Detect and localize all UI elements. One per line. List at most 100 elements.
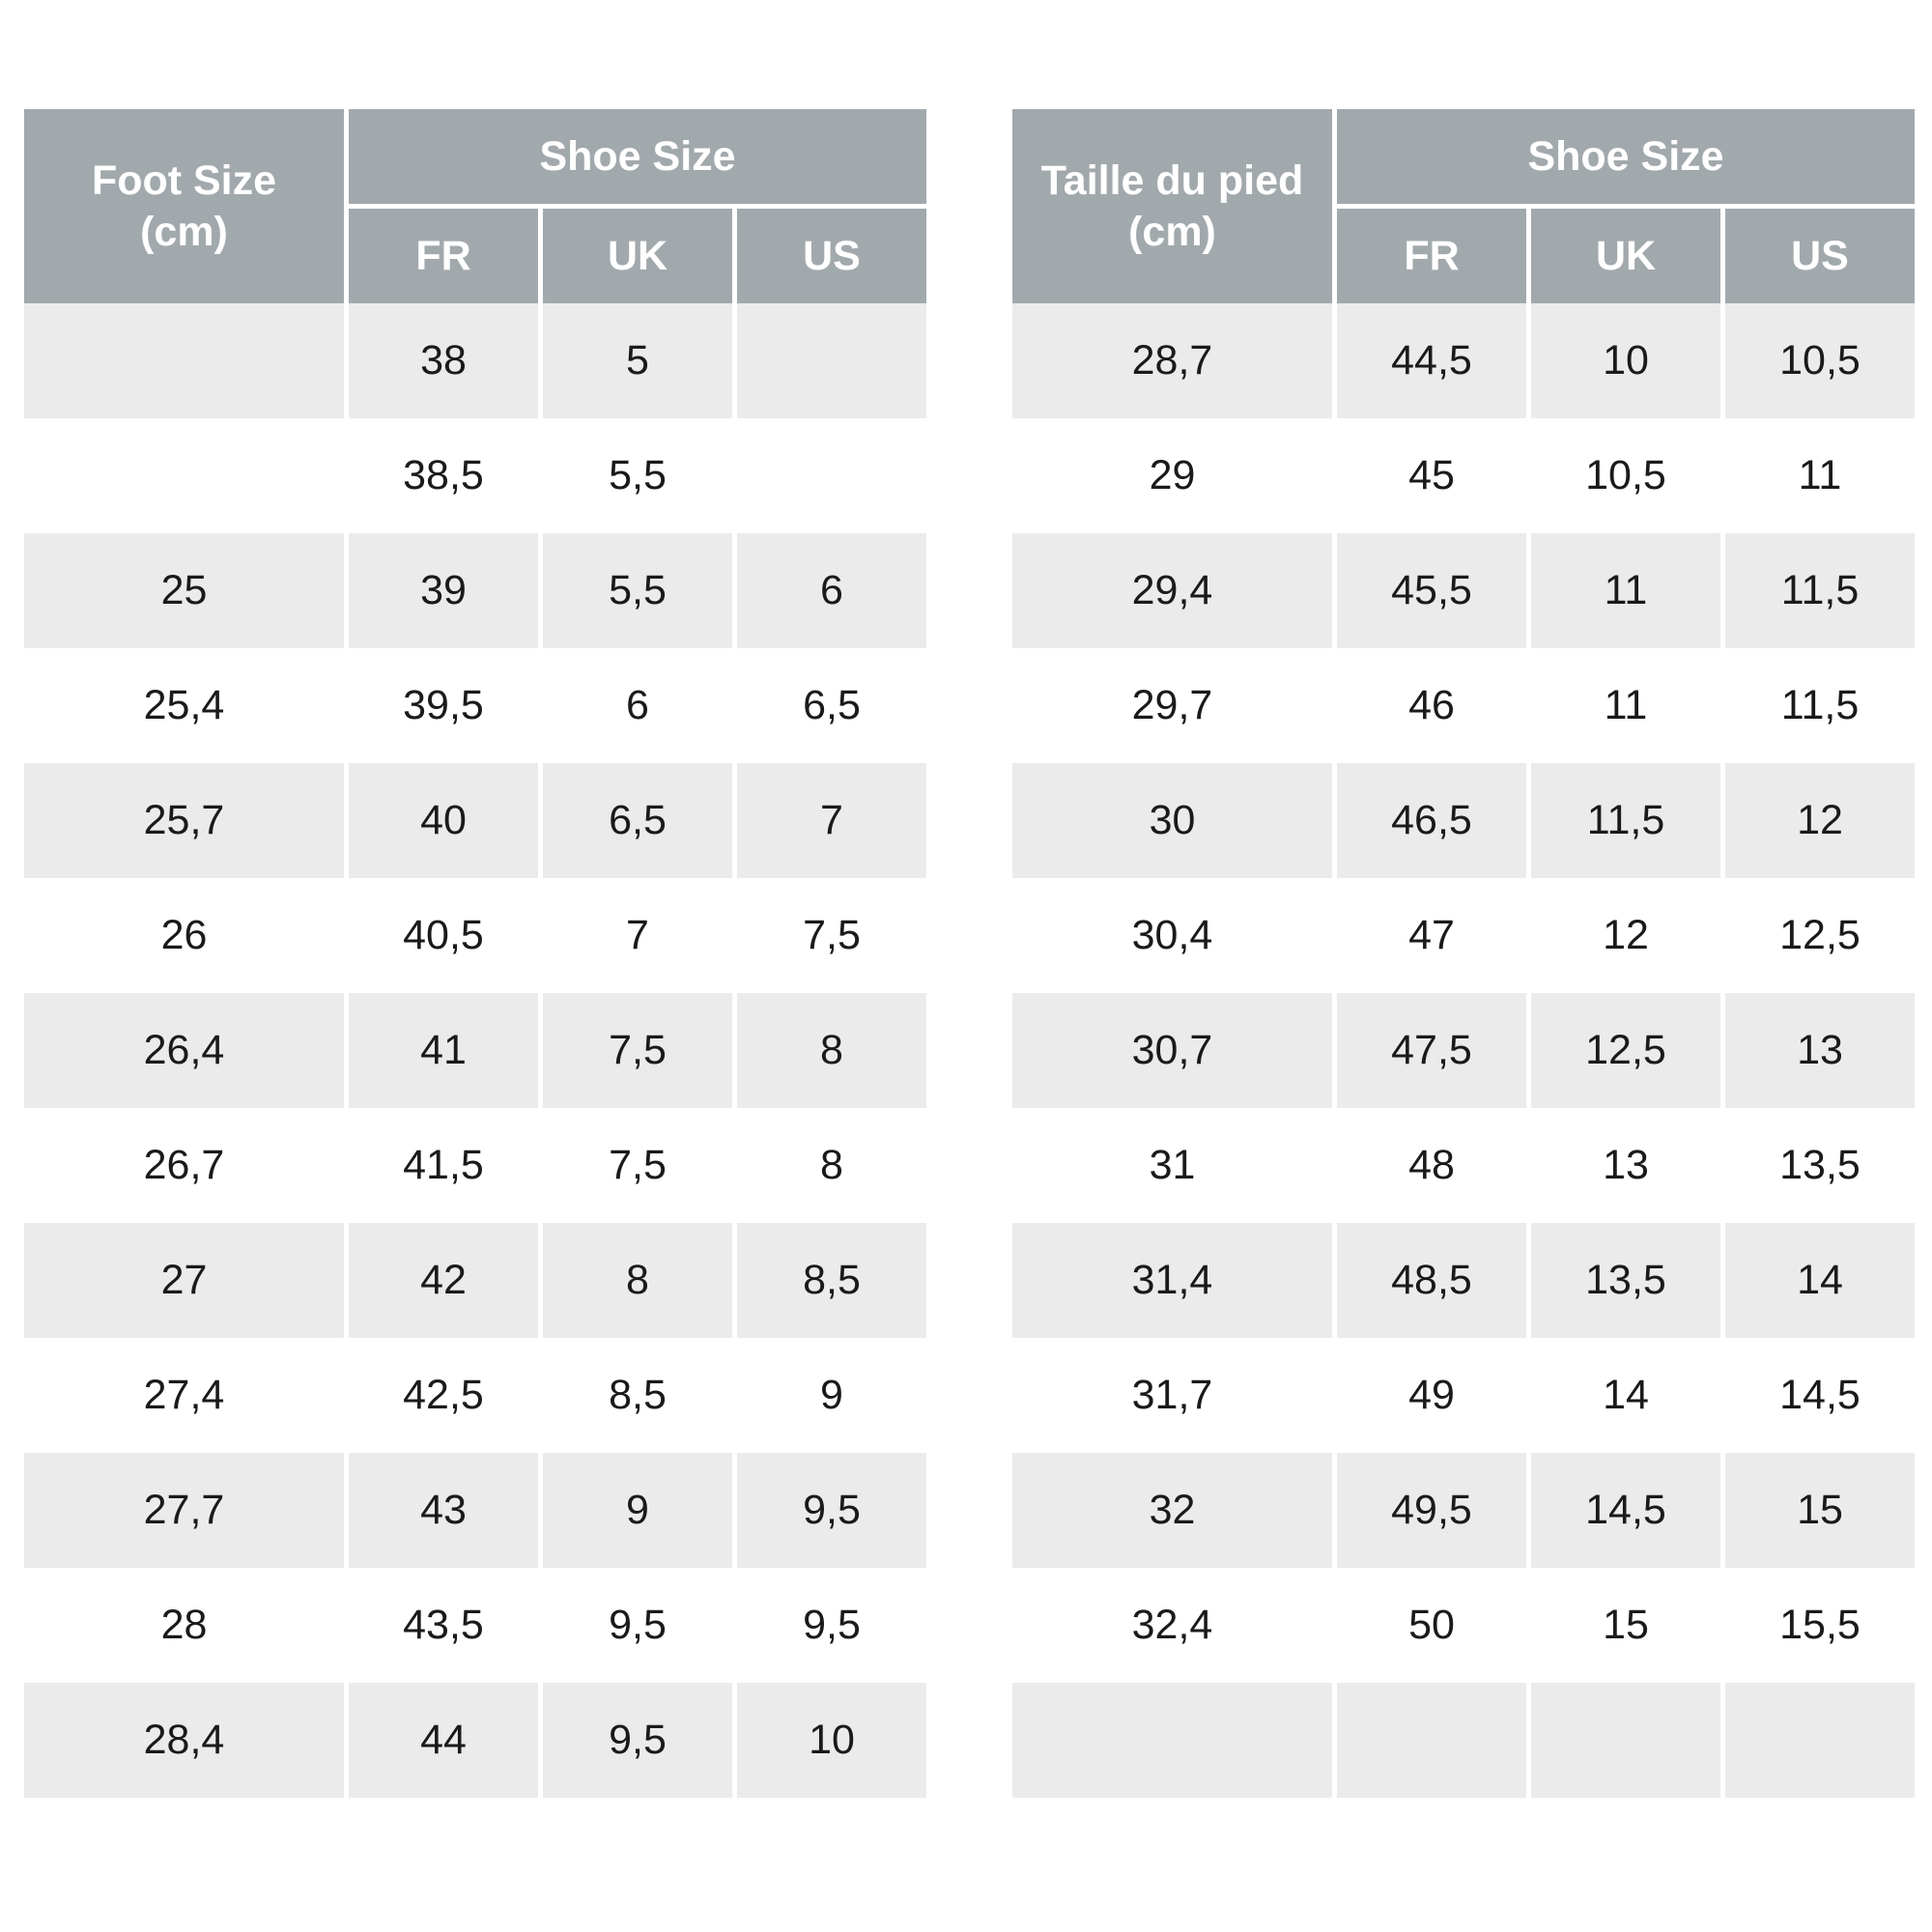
size-us-cell: 12,5	[1725, 878, 1915, 993]
size-fr-cell: 39,5	[349, 648, 538, 763]
foot-size-cell: 26,4	[24, 993, 344, 1108]
foot-size-cell: 26	[24, 878, 344, 993]
table-row: 25,4 39,5 6 6,5	[24, 648, 926, 763]
shoe-size-group-header: Shoe Size	[1337, 109, 1915, 209]
size-us-cell: 10,5	[1725, 303, 1915, 418]
table-row: 28 43,5 9,5 9,5	[24, 1568, 926, 1683]
size-fr-cell: 40	[349, 763, 538, 878]
table-row: 31 48 13 13,5	[1012, 1108, 1915, 1223]
foot-size-cell: 25	[24, 533, 344, 648]
size-table-left-body: 38 5 38,5 5,5 25 39 5,5 6 25,4 39,5 6 6,5 25,7 40 6,5 7…	[24, 303, 926, 1798]
size-fr-cell: 48	[1337, 1108, 1526, 1223]
size-fr-cell: 38,5	[349, 418, 538, 533]
size-fr-cell: 43,5	[349, 1568, 538, 1683]
table-row: 32,4 50 15 15,5	[1012, 1568, 1915, 1683]
size-us-cell: 9,5	[737, 1453, 926, 1568]
size-uk-cell: 7	[543, 878, 732, 993]
size-fr-cell: 45,5	[1337, 533, 1526, 648]
foot-size-cell	[24, 303, 344, 418]
size-fr-cell: 48,5	[1337, 1223, 1526, 1338]
column-header-us: US	[737, 209, 926, 303]
table-row: 25 39 5,5 6	[24, 533, 926, 648]
size-uk-cell: 11,5	[1531, 763, 1720, 878]
size-us-cell: 15,5	[1725, 1568, 1915, 1683]
size-table-left: Foot Size (cm) Shoe Size FR UK US 38 5 38,5…	[19, 109, 931, 1798]
size-uk-cell: 5,5	[543, 418, 732, 533]
shoe-size-group-header: Shoe Size	[349, 109, 926, 209]
size-fr-cell: 47,5	[1337, 993, 1526, 1108]
table-row: 29,4 45,5 11 11,5	[1012, 533, 1915, 648]
size-fr-cell: 49	[1337, 1338, 1526, 1453]
size-us-cell: 7	[737, 763, 926, 878]
size-fr-cell: 39	[349, 533, 538, 648]
size-us-cell: 11	[1725, 418, 1915, 533]
size-fr-cell: 43	[349, 1453, 538, 1568]
size-uk-cell: 8,5	[543, 1338, 732, 1453]
foot-size-cell: 28,4	[24, 1683, 344, 1798]
foot-size-cell	[24, 418, 344, 533]
column-header-fr: FR	[1337, 209, 1526, 303]
size-table-right: Taille du pied (cm) Shoe Size FR UK US 28…	[1008, 109, 1919, 1798]
foot-size-header-line: Foot Size	[91, 156, 277, 204]
size-fr-cell: 50	[1337, 1568, 1526, 1683]
size-uk-cell: 11	[1531, 648, 1720, 763]
size-us-cell: 15	[1725, 1453, 1915, 1568]
size-fr-cell: 41	[349, 993, 538, 1108]
foot-size-cell: 28	[24, 1568, 344, 1683]
size-table-right-body: 28,7 44,5 10 10,5 29 45 10,5 11 29,4 45,5 11 11,5 29…	[1012, 303, 1915, 1798]
foot-size-header-line: Taille du pied	[1040, 156, 1304, 204]
table-row: 30,7 47,5 12,5 13	[1012, 993, 1915, 1108]
size-uk-cell: 10,5	[1531, 418, 1720, 533]
size-uk-cell: 7,5	[543, 1108, 732, 1223]
table-row: 30 46,5 11,5 12	[1012, 763, 1915, 878]
table-row: 26,7 41,5 7,5 8	[24, 1108, 926, 1223]
size-us-cell: 13	[1725, 993, 1915, 1108]
table-row: 27,4 42,5 8,5 9	[24, 1338, 926, 1453]
size-us-cell: 14,5	[1725, 1338, 1915, 1453]
size-uk-cell: 6,5	[543, 763, 732, 878]
foot-size-cell: 31,7	[1012, 1338, 1332, 1453]
column-header-us: US	[1725, 209, 1915, 303]
size-fr-cell: 46,5	[1337, 763, 1526, 878]
size-uk-cell: 10	[1531, 303, 1720, 418]
size-uk-cell: 15	[1531, 1568, 1720, 1683]
table-row: 31,4 48,5 13,5 14	[1012, 1223, 1915, 1338]
foot-size-cell: 27	[24, 1223, 344, 1338]
table-row: 28,4 44 9,5 10	[24, 1683, 926, 1798]
table-row: 27 42 8 8,5	[24, 1223, 926, 1338]
foot-size-cell: 32,4	[1012, 1568, 1332, 1683]
foot-size-cell: 25,4	[24, 648, 344, 763]
table-row: 29,7 46 11 11,5	[1012, 648, 1915, 763]
size-us-cell: 9,5	[737, 1568, 926, 1683]
foot-size-cell: 31	[1012, 1108, 1332, 1223]
table-row: 38,5 5,5	[24, 418, 926, 533]
size-fr-cell: 44,5	[1337, 303, 1526, 418]
table-row: 38 5	[24, 303, 926, 418]
size-uk-cell: 12,5	[1531, 993, 1720, 1108]
foot-size-cell: 25,7	[24, 763, 344, 878]
size-fr-cell: 47	[1337, 878, 1526, 993]
column-header-uk: UK	[543, 209, 732, 303]
size-us-cell: 7,5	[737, 878, 926, 993]
size-us-cell: 11,5	[1725, 533, 1915, 648]
foot-size-header-unit: (cm)	[140, 208, 228, 255]
column-header-fr: FR	[349, 209, 538, 303]
size-us-cell: 11,5	[1725, 648, 1915, 763]
size-uk-cell: 7,5	[543, 993, 732, 1108]
table-row: 27,7 43 9 9,5	[24, 1453, 926, 1568]
size-uk-cell: 9,5	[543, 1683, 732, 1798]
table-row: 28,7 44,5 10 10,5	[1012, 303, 1915, 418]
size-fr-cell	[1337, 1683, 1526, 1798]
size-us-cell: 9	[737, 1338, 926, 1453]
size-us-cell: 14	[1725, 1223, 1915, 1338]
size-uk-cell: 12	[1531, 878, 1720, 993]
foot-size-cell: 31,4	[1012, 1223, 1332, 1338]
foot-size-cell: 27,4	[24, 1338, 344, 1453]
size-uk-cell: 8	[543, 1223, 732, 1338]
foot-size-header: Foot Size (cm)	[24, 109, 344, 303]
foot-size-cell: 29,7	[1012, 648, 1332, 763]
size-uk-cell: 9,5	[543, 1568, 732, 1683]
size-us-cell: 8,5	[737, 1223, 926, 1338]
table-row: 29 45 10,5 11	[1012, 418, 1915, 533]
size-uk-cell: 6	[543, 648, 732, 763]
